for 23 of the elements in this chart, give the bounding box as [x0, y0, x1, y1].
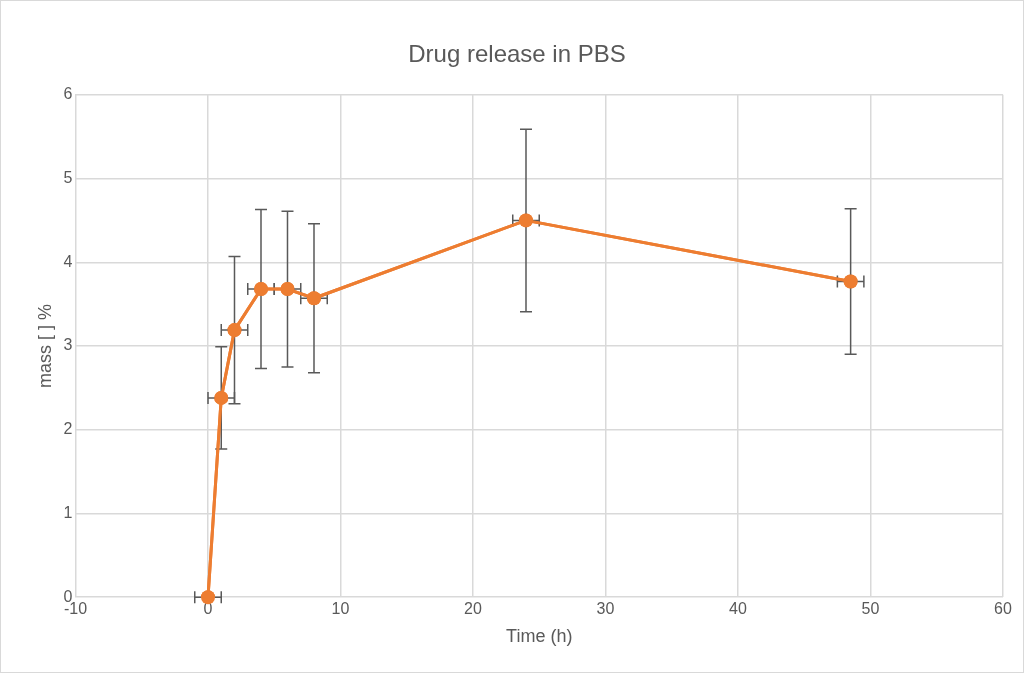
point [214, 390, 229, 405]
y-tick-label: 3 [63, 336, 73, 354]
x-tick-label: 60 [994, 600, 1012, 618]
chart-title: Drug release in PBS [408, 40, 626, 68]
x-tick-label: 10 [331, 600, 350, 618]
y-tick-label: 1 [63, 503, 73, 521]
x-axis-title: Time (h) [506, 626, 573, 647]
y-tick-label: 5 [63, 168, 73, 186]
y-tick-label: 2 [63, 420, 73, 438]
point [227, 323, 242, 338]
y-tick-label: 4 [63, 252, 73, 270]
x-tick-label: 50 [861, 600, 880, 618]
y-axis-title: mass [ ] % [34, 303, 55, 389]
point [307, 291, 321, 306]
x-tick-label: 20 [464, 600, 482, 618]
point [280, 282, 295, 297]
x-tick-label: -10 [63, 600, 88, 618]
point [843, 274, 858, 289]
y-tick-label: 6 [63, 85, 73, 103]
point [254, 282, 268, 297]
point [519, 213, 533, 228]
x-tick-label: 30 [596, 600, 615, 618]
x-tick-label: 40 [729, 600, 747, 618]
